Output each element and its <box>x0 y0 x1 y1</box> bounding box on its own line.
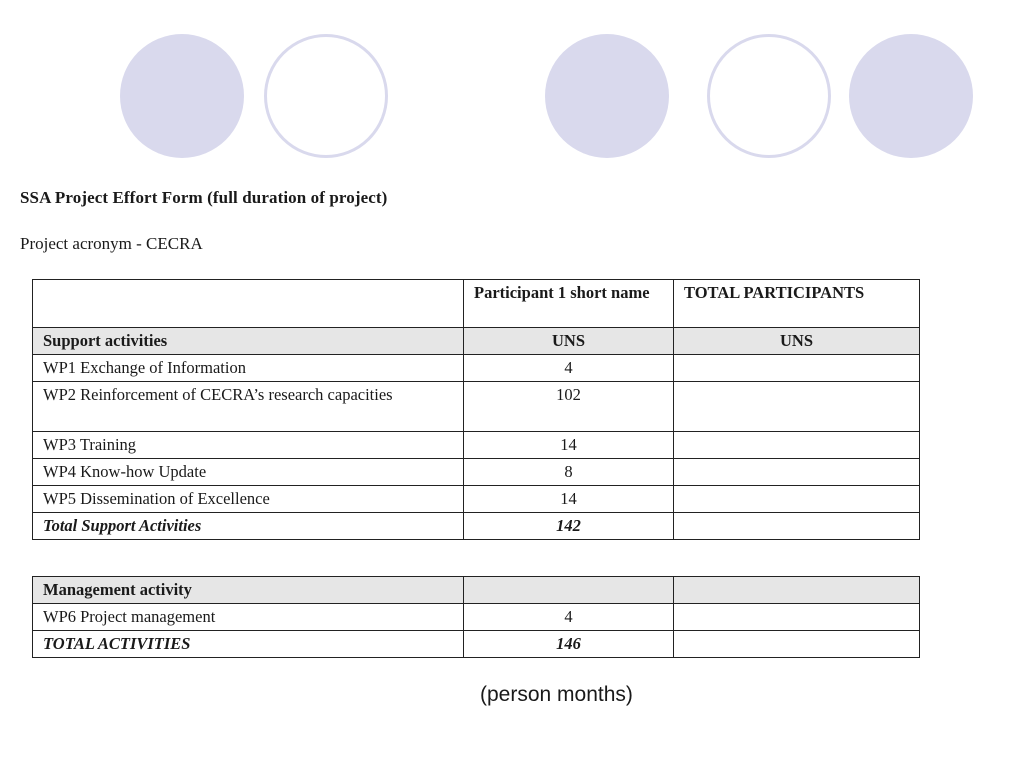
section-total-name <box>673 576 920 604</box>
table-row: WP4 Know-how Update 8 <box>32 458 920 486</box>
activity-total <box>673 381 920 432</box>
activity-total <box>673 354 920 382</box>
total-label: TOTAL ACTIVITIES <box>32 630 464 658</box>
header-participant: Participant 1 short name <box>463 279 674 328</box>
project-acronym: Project acronym - CECRA <box>20 234 203 253</box>
section-participant-name <box>463 576 674 604</box>
decorative-circle-3 <box>545 34 669 158</box>
activity-name: WP5 Dissemination of Excellence <box>32 485 464 513</box>
header-total-participants: TOTAL PARTICIPANTS <box>673 279 920 328</box>
form-title: SSA Project Effort Form (full duration o… <box>20 188 388 207</box>
total-participants-value <box>673 630 920 658</box>
decorative-circle-1 <box>120 34 244 158</box>
section-label: Management activity <box>32 576 464 604</box>
decorative-circle-5 <box>849 34 973 158</box>
activity-total <box>673 603 920 631</box>
section-row-support: Support activities UNS UNS <box>32 327 920 355</box>
total-label: Total Support Activities <box>32 512 464 540</box>
section-participant-name: UNS <box>463 327 674 355</box>
table-row: WP1 Exchange of Information 4 <box>32 354 920 382</box>
table-row: WP6 Project management 4 <box>32 603 920 631</box>
units-caption: (person months) <box>480 683 633 706</box>
activity-value: 14 <box>463 431 674 459</box>
section-label: Support activities <box>32 327 464 355</box>
activity-name: WP2 Reinforcement of CECRA’s research ca… <box>32 381 464 432</box>
header-empty-cell <box>32 279 464 328</box>
table-header-row: Participant 1 short name TOTAL PARTICIPA… <box>32 279 920 328</box>
activity-total <box>673 458 920 486</box>
activity-value: 4 <box>463 354 674 382</box>
activity-total <box>673 431 920 459</box>
activity-name: WP6 Project management <box>32 603 464 631</box>
activity-value: 8 <box>463 458 674 486</box>
table-row: WP3 Training 14 <box>32 431 920 459</box>
section-total-name: UNS <box>673 327 920 355</box>
activity-value: 14 <box>463 485 674 513</box>
total-value: 146 <box>463 630 674 658</box>
decorative-circle-2 <box>264 34 388 158</box>
support-activities-table: Participant 1 short name TOTAL PARTICIPA… <box>32 279 920 540</box>
total-activities-row: TOTAL ACTIVITIES 146 <box>32 630 920 658</box>
decorative-circle-4 <box>707 34 831 158</box>
total-participants-value <box>673 512 920 540</box>
activity-value: 4 <box>463 603 674 631</box>
table-row: WP5 Dissemination of Excellence 14 <box>32 485 920 513</box>
activity-name: WP1 Exchange of Information <box>32 354 464 382</box>
table-row: WP2 Reinforcement of CECRA’s research ca… <box>32 381 920 432</box>
activity-name: WP4 Know-how Update <box>32 458 464 486</box>
management-activity-table: Management activity WP6 Project manageme… <box>32 576 920 658</box>
activity-value: 102 <box>463 381 674 432</box>
total-value: 142 <box>463 512 674 540</box>
activity-name: WP3 Training <box>32 431 464 459</box>
section-row-management: Management activity <box>32 576 920 604</box>
total-support-row: Total Support Activities 142 <box>32 512 920 540</box>
activity-total <box>673 485 920 513</box>
